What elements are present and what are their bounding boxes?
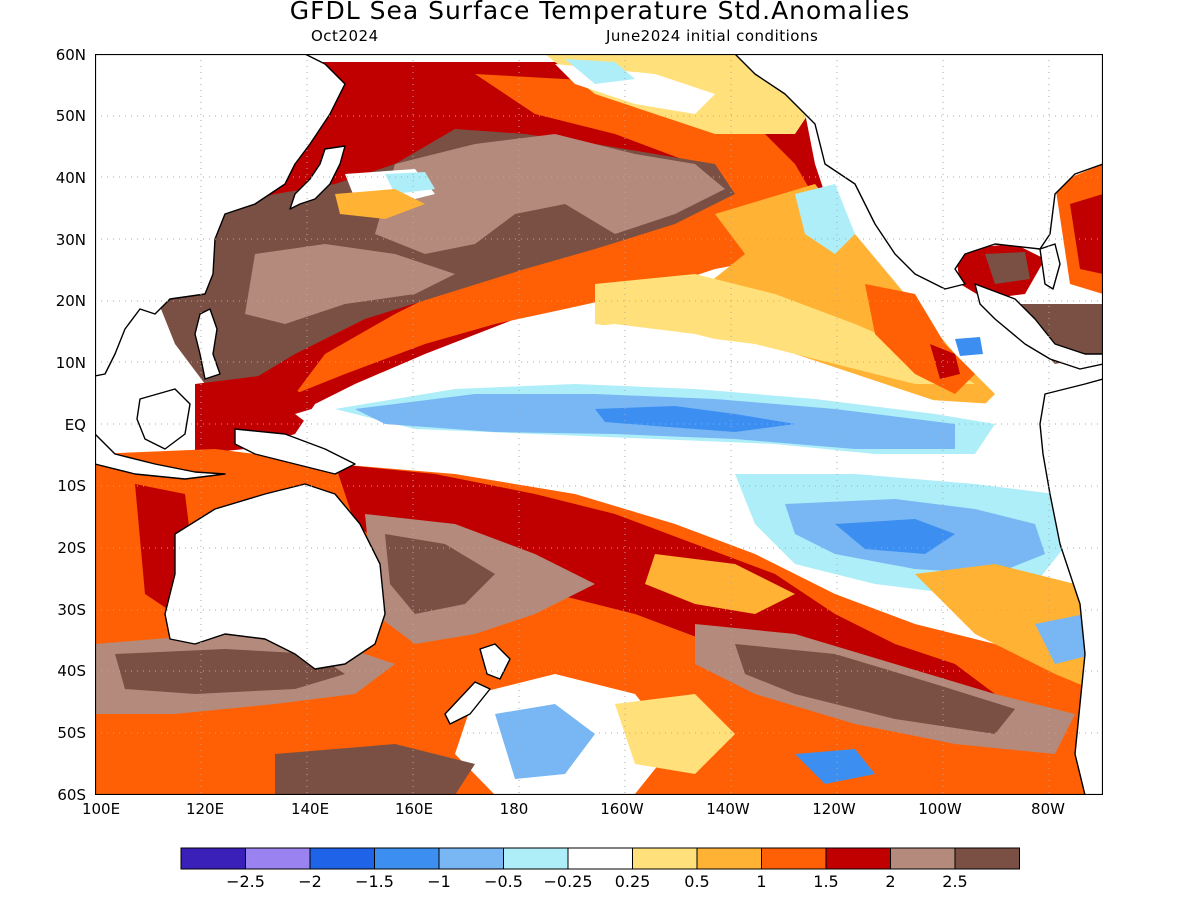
colorbar-label: −2: [298, 872, 322, 891]
nw-pacific-light-brown: [375, 134, 725, 254]
east-pacific-blue-spot: [955, 337, 983, 356]
lon-label: 120W: [812, 800, 856, 818]
kuroshio-orange-spot: [335, 189, 425, 219]
forecast-month: Oct2024: [311, 27, 379, 45]
colorbar-swatch: [954, 847, 1020, 870]
sumatra-java: [95, 433, 226, 480]
lat-label: 30N: [55, 231, 86, 249]
sst-anomaly-map: [95, 54, 1103, 795]
kuroshio-light-brown: [245, 244, 455, 324]
north-america: [734, 54, 1103, 290]
colorbar-label: 1: [756, 872, 767, 891]
lat-label: EQ: [64, 416, 86, 434]
colorbar-label: −0.25: [543, 872, 593, 891]
lat-label: 30S: [57, 601, 86, 619]
colorbar-label: 2.5: [942, 872, 968, 891]
colorbar-label: 2: [885, 872, 896, 891]
lat-label: 60S: [57, 786, 86, 804]
colorbar-swatch: [180, 847, 246, 870]
north-pacific-anomalies: [155, 54, 1103, 424]
lon-label: 180: [499, 800, 529, 818]
colorbar-swatch: [503, 847, 569, 870]
lon-label: 120E: [185, 800, 225, 818]
southern-ocean-yellow: [615, 694, 735, 774]
colorbar-swatch: [309, 847, 375, 870]
lat-label: 50N: [55, 107, 86, 125]
subtropical-white: [525, 324, 855, 379]
chile-blue-spot: [1035, 614, 1095, 664]
borneo: [136, 388, 191, 450]
colorbar-swatch: [632, 847, 698, 870]
colorbar-swatch: [890, 847, 956, 870]
lon-label: 140E: [290, 800, 330, 818]
central-america: [974, 283, 1103, 370]
california-cyan: [795, 184, 855, 254]
lat-label: 50S: [57, 724, 86, 742]
lon-label: 160W: [600, 800, 644, 818]
lat-label: 10S: [57, 477, 86, 495]
southern-ocean-light-blue: [495, 704, 595, 779]
colorbar-label: −0.5: [484, 872, 523, 891]
colorbar-label: −1.5: [355, 872, 394, 891]
lat-label: 40N: [55, 169, 86, 187]
chart-title: GFDL Sea Surface Temperature Std.Anomali…: [289, 0, 911, 25]
lat-label: 10N: [55, 354, 86, 372]
kuroshio-extension-cyan: [385, 172, 435, 194]
lon-label: 80W: [1031, 800, 1065, 818]
colorbar-label: 0.25: [614, 872, 651, 891]
colorbar-swatch: [245, 847, 311, 870]
colorbar: [180, 847, 1020, 870]
lon-label: 100W: [918, 800, 962, 818]
colorbar-label: 1.5: [813, 872, 839, 891]
south-america: [1039, 378, 1103, 795]
colorbar-swatch: [825, 847, 891, 870]
map-frame: [95, 54, 1103, 795]
florida: [1039, 243, 1061, 290]
lat-label: 60N: [55, 46, 86, 64]
north-pacific-orange-band: [295, 74, 830, 394]
lat-label: 20N: [55, 292, 86, 310]
colorbar-label: −1: [427, 872, 451, 891]
se-pacific-mid-blue: [835, 519, 955, 554]
bering-cyan: [565, 59, 635, 84]
philippines: [194, 308, 221, 380]
lon-label: 140W: [706, 800, 750, 818]
new-zealand-north: [479, 643, 511, 680]
asia-coastline: [95, 54, 346, 377]
lon-label: 160E: [394, 800, 434, 818]
colorbar-swatch: [567, 847, 633, 870]
tasman-dark-brown: [275, 744, 475, 795]
south-central-yellow: [645, 554, 795, 614]
mexico-red-spot: [930, 344, 960, 379]
colorbar-label: −2.5: [226, 872, 265, 891]
colorbar-swatch: [374, 847, 440, 870]
initial-conditions-label: June2024 initial conditions: [606, 27, 819, 45]
gulf-mexico-brown: [985, 252, 1030, 284]
equatorial-mid-blue: [595, 406, 795, 432]
land-masses: [95, 54, 1103, 795]
australia: [164, 483, 386, 670]
lon-label: 100E: [81, 800, 121, 818]
caribbean-brown: [1015, 304, 1103, 364]
colorbar-label: 0.5: [684, 872, 710, 891]
new-guinea: [234, 428, 356, 475]
colorbar-swatch: [696, 847, 762, 870]
southern-dark-brown-east: [735, 644, 1015, 734]
new-zealand-south: [444, 681, 491, 725]
colorbar-swatch: [438, 847, 504, 870]
colorbar-swatch: [761, 847, 827, 870]
lat-lon-grid: [95, 54, 1103, 795]
southern-dark-brown-west: [115, 649, 345, 694]
southern-blue-spot: [795, 749, 875, 784]
lat-label: 20S: [57, 539, 86, 557]
atlantic-red: [1070, 194, 1103, 274]
lat-label: 40S: [57, 662, 86, 680]
